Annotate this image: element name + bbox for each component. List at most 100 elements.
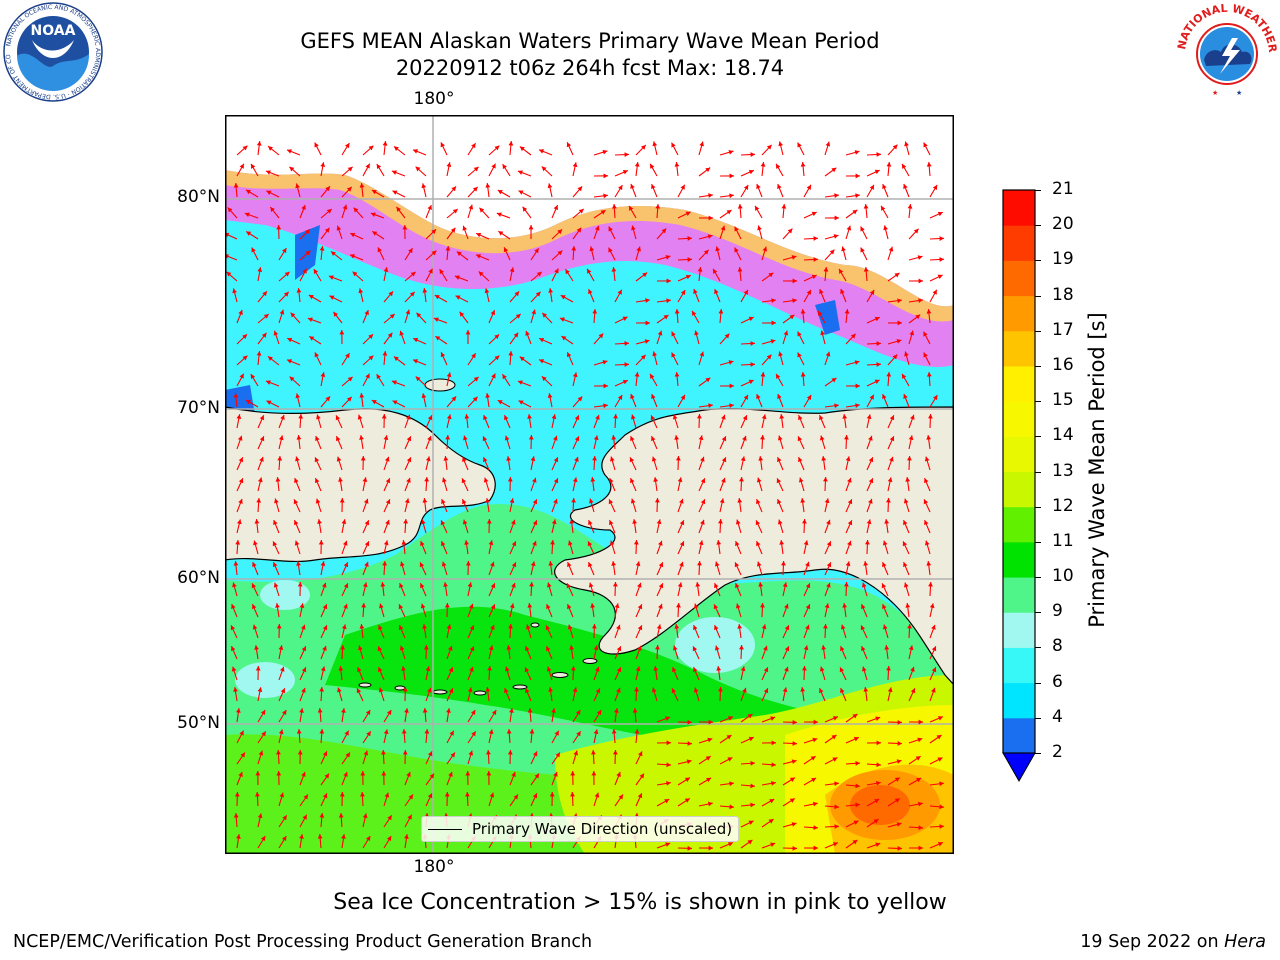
footer-machine: Hera bbox=[1224, 932, 1266, 952]
wave-arrow bbox=[908, 845, 924, 851]
wave-arrow bbox=[761, 667, 769, 681]
wave-arrow bbox=[362, 835, 371, 849]
wave-arrow bbox=[803, 604, 811, 618]
wave-arrow bbox=[755, 520, 763, 534]
wave-arrow bbox=[677, 741, 693, 746]
wave-arrow bbox=[929, 289, 938, 303]
wave-arrow bbox=[341, 396, 353, 408]
wave-arrow bbox=[884, 519, 890, 534]
wave-arrow bbox=[467, 709, 476, 723]
gridlines bbox=[225, 115, 954, 854]
wave-arrow bbox=[252, 561, 259, 576]
wave-arrow bbox=[782, 278, 798, 284]
wave-arrow bbox=[255, 791, 260, 807]
colorbar-segment bbox=[1003, 541, 1035, 578]
wave-arrow bbox=[398, 604, 406, 618]
wave-arrow bbox=[696, 413, 702, 429]
wave-arrow bbox=[671, 352, 679, 366]
wave-arrow bbox=[824, 141, 831, 156]
wave-arrow bbox=[462, 225, 469, 240]
wave-arrow bbox=[509, 582, 516, 597]
wave-arrow bbox=[866, 762, 882, 768]
wave-arrow bbox=[591, 770, 597, 786]
wave-arrow bbox=[518, 400, 532, 408]
wave-arrow bbox=[798, 477, 805, 492]
wave-arrow bbox=[635, 793, 643, 807]
wave-arrow bbox=[289, 166, 301, 177]
wave-arrow bbox=[257, 709, 266, 723]
wave-arrow bbox=[244, 212, 259, 219]
wave-arrow bbox=[782, 625, 790, 639]
wave-arrow bbox=[226, 271, 238, 282]
wave-arrow bbox=[593, 225, 600, 240]
colorbar-tick-mark bbox=[1035, 541, 1041, 543]
wave-arrow bbox=[276, 749, 281, 765]
colorbar-segment bbox=[1003, 682, 1035, 719]
wave-arrow bbox=[677, 797, 691, 807]
wave-arrow bbox=[504, 435, 511, 450]
wave-arrow bbox=[295, 183, 301, 198]
wave-arrow bbox=[299, 250, 311, 261]
wave-arrow bbox=[740, 687, 747, 702]
wave-arrow bbox=[257, 456, 264, 471]
wave-arrow bbox=[692, 646, 700, 660]
wave-arrow bbox=[800, 162, 806, 177]
wave-arrow bbox=[352, 271, 364, 282]
wave-arrow bbox=[488, 792, 495, 807]
wave-arrow bbox=[903, 183, 910, 198]
wave-arrow bbox=[649, 163, 658, 177]
wave-arrow bbox=[420, 540, 427, 555]
wave-arrow bbox=[419, 562, 427, 576]
wave-arrow bbox=[629, 457, 637, 471]
wave-arrow bbox=[399, 645, 406, 660]
wave-arrow bbox=[359, 393, 365, 408]
wave-arrow bbox=[656, 583, 664, 597]
wave-arrow bbox=[845, 456, 851, 471]
wave-arrow bbox=[425, 456, 431, 471]
wave-arrow bbox=[530, 291, 541, 303]
wave-arrow bbox=[866, 519, 872, 534]
wave-arrow bbox=[383, 709, 392, 723]
wave-arrow bbox=[381, 770, 387, 786]
wave-arrow bbox=[320, 227, 330, 240]
wave-arrow bbox=[251, 603, 259, 618]
wave-arrow bbox=[761, 339, 776, 345]
wave-arrow bbox=[674, 162, 680, 177]
wave-arrow bbox=[866, 184, 875, 198]
wave-arrow bbox=[719, 716, 734, 723]
colorbar-ticks: 2 4 6 8 9 10 11 12 13 14 15 16 17 18 19 20 21 bbox=[1035, 0, 1100, 960]
wave-arrow bbox=[697, 267, 703, 282]
svg-text:★: ★ bbox=[1236, 89, 1242, 97]
wave-arrow bbox=[882, 561, 889, 576]
wave-arrow bbox=[278, 271, 290, 282]
wave-arrow bbox=[693, 666, 700, 681]
wave-arrow bbox=[630, 435, 637, 450]
wave-arrow bbox=[277, 455, 283, 471]
colorbar-tick-mark bbox=[1035, 365, 1041, 367]
wave-arrow bbox=[488, 145, 500, 156]
wave-arrow bbox=[861, 582, 868, 597]
wave-arrow bbox=[698, 540, 704, 555]
wave-arrow bbox=[824, 757, 838, 765]
wave-arrow bbox=[404, 708, 409, 723]
wave-arrow bbox=[903, 498, 910, 513]
wave-arrow bbox=[233, 393, 239, 408]
wave-arrow bbox=[651, 393, 658, 408]
wave-arrow bbox=[760, 434, 765, 450]
wave-arrow bbox=[735, 582, 742, 597]
wave-arrow bbox=[656, 228, 667, 240]
wave-arrow bbox=[593, 435, 599, 450]
wave-arrow bbox=[656, 519, 662, 534]
wave-arrow bbox=[299, 834, 304, 849]
wave-arrow bbox=[675, 455, 681, 471]
wave-arrow bbox=[293, 499, 301, 513]
wave-arrow bbox=[568, 540, 574, 555]
wave-arrow bbox=[571, 497, 576, 513]
wave-arrow bbox=[865, 539, 870, 555]
wave-arrow bbox=[761, 740, 777, 746]
colorbar-tick-label: 12 bbox=[1052, 495, 1074, 516]
wave-arrow bbox=[761, 842, 776, 849]
wave-arrow bbox=[461, 498, 469, 513]
wave-arrow bbox=[609, 477, 616, 492]
wave-arrow bbox=[824, 377, 837, 387]
